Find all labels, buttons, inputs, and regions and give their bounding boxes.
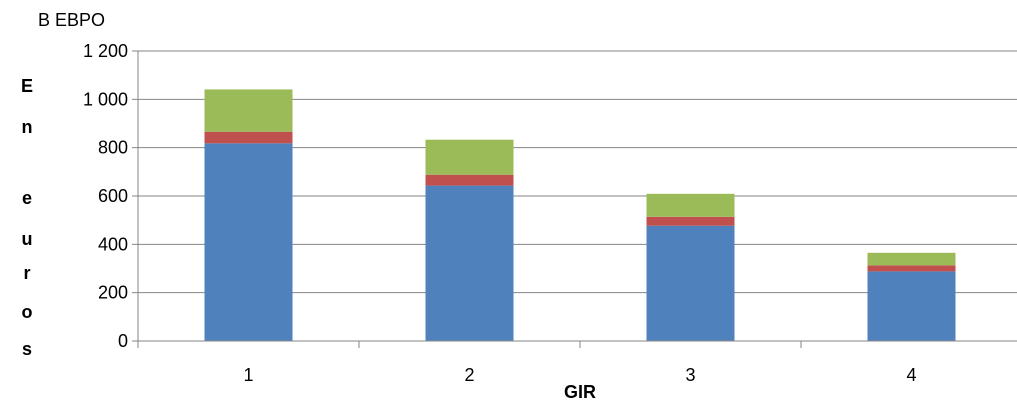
y-tick-label: 800 — [98, 138, 128, 158]
x-tick-label: 3 — [685, 365, 695, 385]
x-axis-title: GIR — [564, 382, 596, 402]
x-tick-labels: 1 2 3 4 — [243, 365, 916, 385]
x-tick-label: 1 — [243, 365, 253, 385]
bar-segment — [204, 143, 293, 341]
y-tick-label: 400 — [98, 234, 128, 254]
bar-segment — [425, 185, 514, 341]
y-axis-title-letter: u — [22, 229, 33, 249]
axes — [137, 51, 1017, 348]
x-tick-label: 2 — [464, 365, 474, 385]
y-tick-label: 600 — [98, 186, 128, 206]
bar-segment — [204, 131, 293, 144]
bar-segment — [204, 89, 293, 132]
y-tick-label: 200 — [98, 283, 128, 303]
bar-segment — [425, 174, 514, 186]
bar-segment — [867, 265, 956, 272]
y-tick-label: 0 — [118, 331, 128, 351]
y-axis-title-letter: e — [22, 188, 32, 208]
bars — [204, 89, 956, 341]
bar-segment — [646, 225, 735, 341]
y-axis-title-letter: E — [21, 76, 33, 96]
y-tick-label: 1 200 — [83, 41, 128, 61]
y-axis-title-letter: s — [22, 339, 32, 359]
y-tick-labels: 0 200 400 600 800 1 000 1 200 — [83, 41, 128, 351]
y-axis-title-letter: n — [22, 117, 33, 137]
bar-segment — [867, 252, 956, 266]
bar-segment — [425, 139, 514, 175]
bar-segment — [646, 216, 735, 226]
y-tick-label: 1 000 — [83, 89, 128, 109]
chart-title: B EBPO — [38, 10, 105, 30]
bar-segment — [867, 271, 956, 341]
x-tick-label: 4 — [906, 365, 916, 385]
bar-segment — [646, 193, 735, 217]
y-axis-title-letter: r — [23, 263, 30, 283]
y-axis-title-letter: o — [22, 302, 33, 322]
